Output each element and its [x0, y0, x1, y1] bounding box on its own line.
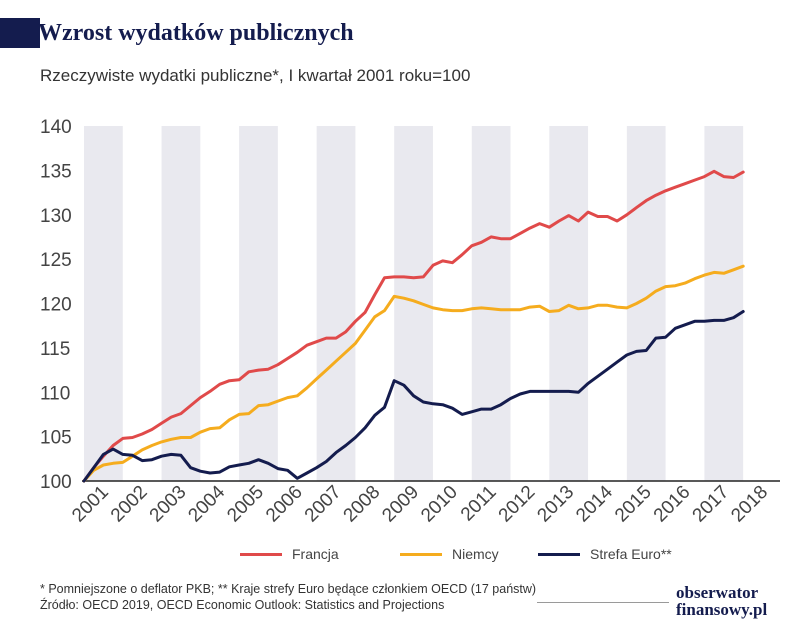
year-band-2001 — [84, 126, 123, 481]
y-tick-label-135: 135 — [40, 161, 72, 182]
x-tick-label-2009: 2009 — [378, 482, 423, 527]
legend-item-niemcy: Niemcy — [400, 546, 499, 562]
legend-swatch-niemcy — [400, 552, 442, 556]
y-tick-label-130: 130 — [40, 206, 72, 227]
year-band-2017 — [704, 126, 744, 481]
brand-logo: obserwator finansowy.pl — [676, 584, 767, 618]
title-block: Wzrost wydatków publicznych — [0, 18, 356, 48]
year-band-2015 — [626, 126, 666, 481]
x-tick-label-2015: 2015 — [611, 482, 656, 527]
chart-title: Wzrost wydatków publicznych — [38, 19, 354, 46]
y-tick-label-120: 120 — [40, 295, 72, 316]
y-tick-label-100: 100 — [40, 472, 72, 493]
year-band-2005 — [239, 126, 278, 481]
chart-subtitle: Rzeczywiste wydatki publiczne*, I kwarta… — [40, 66, 471, 85]
x-tick-label-2014: 2014 — [572, 481, 617, 526]
x-tick-label-2001: 2001 — [68, 482, 113, 527]
legend-item-francja: Francja — [240, 546, 339, 562]
series-line-francja — [82, 169, 745, 483]
x-tick-label-2005: 2005 — [223, 482, 268, 527]
x-tick-label-2008: 2008 — [340, 482, 385, 527]
footnote-source: Źródło: OECD 2019, OECD Economic Outlook… — [40, 598, 445, 612]
y-tick-label-140: 140 — [40, 117, 72, 138]
x-tick-label-2012: 2012 — [495, 482, 540, 527]
legend-item-strefa-euro: Strefa Euro** — [538, 546, 672, 562]
legend-swatch-strefa-euro — [538, 552, 580, 556]
y-tick-label-125: 125 — [40, 250, 72, 271]
logo-line-2: finansowy.pl — [676, 600, 768, 619]
title-accent-bar — [0, 18, 40, 48]
legend-label-strefa-euro: Strefa Euro** — [590, 546, 672, 562]
x-tick-label-2002: 2002 — [107, 482, 152, 527]
legend-label-francja: Francja — [292, 546, 339, 562]
logo-line-1: obserwator — [676, 583, 759, 602]
x-tick-label-2006: 2006 — [262, 482, 307, 527]
x-tick-label-2010: 2010 — [417, 482, 462, 527]
x-tick-label-2013: 2013 — [533, 482, 578, 527]
x-tick-label-2011: 2011 — [457, 482, 501, 526]
legend-swatch-francja — [240, 552, 282, 556]
footer-divider — [537, 602, 669, 603]
y-tick-label-110: 110 — [40, 383, 70, 404]
year-band-2013 — [549, 126, 589, 481]
legend-label-niemcy: Niemcy — [452, 546, 499, 562]
x-tick-label-2016: 2016 — [650, 482, 695, 527]
x-tick-label-2018: 2018 — [727, 482, 772, 527]
year-band-2003 — [161, 126, 201, 481]
footnote-deflator: * Pomniejszone o deflator PKB; ** Kraje … — [40, 582, 537, 596]
series-line-niemcy — [82, 264, 745, 483]
year-band-2009 — [394, 126, 433, 481]
year-band-2007 — [316, 126, 356, 481]
y-tick-label-115: 115 — [40, 339, 70, 360]
x-tick-label-2003: 2003 — [146, 482, 191, 527]
y-tick-label-105: 105 — [40, 428, 72, 449]
x-tick-label-2017: 2017 — [689, 482, 734, 527]
legend: Francja Niemcy Strefa Euro** — [0, 546, 805, 566]
x-tick-label-2007: 2007 — [301, 482, 346, 527]
year-band-2011 — [471, 126, 511, 481]
line-chart: 1001051101151201251301351402001200220032… — [40, 117, 780, 527]
x-tick-label-2004: 2004 — [184, 481, 229, 526]
series-line-strefaeuro — [82, 310, 745, 483]
